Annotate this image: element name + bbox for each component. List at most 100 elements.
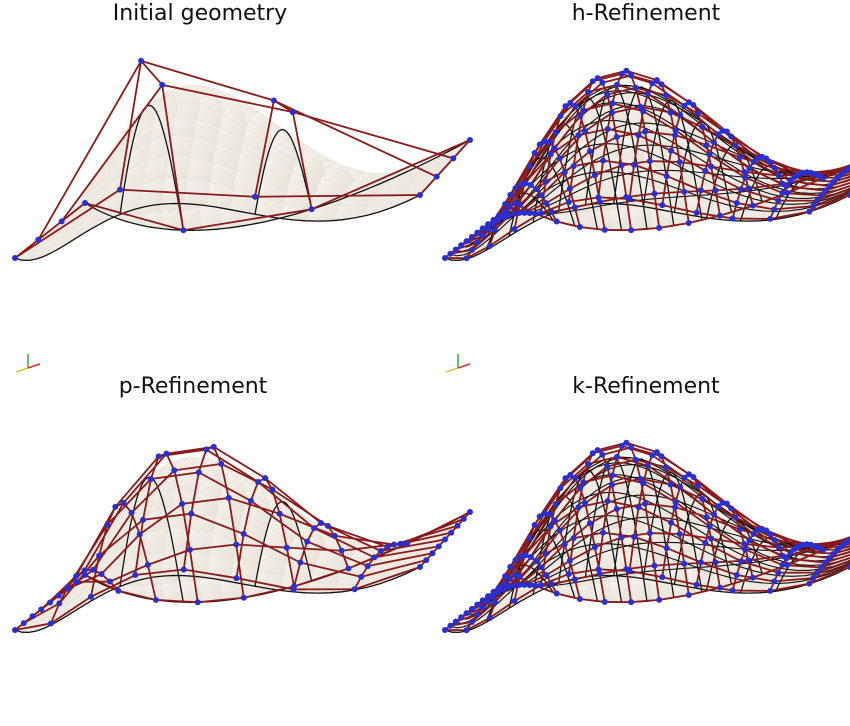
control-point bbox=[453, 619, 459, 625]
control-point bbox=[527, 535, 533, 541]
control-point bbox=[156, 453, 162, 459]
control-point bbox=[450, 155, 456, 161]
control-point bbox=[642, 501, 648, 507]
control-point bbox=[233, 542, 239, 548]
control-point bbox=[562, 103, 568, 109]
control-point bbox=[663, 92, 669, 98]
control-point bbox=[595, 447, 601, 453]
control-point bbox=[547, 139, 553, 145]
control-point bbox=[659, 202, 665, 208]
control-point bbox=[59, 218, 65, 224]
control-point bbox=[656, 225, 662, 231]
control-point bbox=[311, 525, 317, 531]
control-point bbox=[668, 110, 674, 116]
control-point bbox=[658, 453, 664, 459]
axes-icon bbox=[446, 354, 470, 372]
control-point bbox=[651, 563, 657, 569]
control-point bbox=[325, 523, 331, 529]
control-point bbox=[814, 570, 820, 576]
control-point bbox=[627, 568, 633, 574]
control-point bbox=[609, 482, 615, 488]
control-point bbox=[575, 132, 581, 138]
control-point bbox=[647, 158, 653, 164]
panel-title: h-Refinement bbox=[572, 1, 721, 26]
control-point bbox=[677, 531, 683, 537]
control-point bbox=[681, 189, 687, 195]
control-point bbox=[814, 198, 820, 204]
control-point bbox=[645, 463, 651, 469]
control-point bbox=[580, 107, 586, 113]
control-point bbox=[485, 227, 491, 233]
control-point bbox=[497, 585, 503, 591]
control-point bbox=[746, 165, 752, 171]
control-point bbox=[528, 554, 534, 560]
control-point bbox=[378, 548, 384, 554]
axis-z bbox=[446, 368, 458, 372]
control-point bbox=[211, 444, 217, 450]
control-point bbox=[741, 169, 747, 175]
control-point bbox=[492, 599, 498, 605]
control-point bbox=[702, 168, 708, 174]
control-point bbox=[171, 467, 177, 473]
control-point bbox=[30, 613, 36, 619]
control-point bbox=[699, 124, 705, 130]
control-point bbox=[631, 534, 637, 540]
control-point bbox=[733, 142, 739, 148]
control-point bbox=[595, 194, 601, 200]
control-point bbox=[35, 237, 41, 243]
control-point bbox=[96, 553, 102, 559]
control-point bbox=[112, 504, 118, 510]
control-point bbox=[806, 581, 812, 587]
control-point bbox=[65, 584, 71, 590]
figure: Initial geometry h-Refinement p-Refineme… bbox=[0, 0, 850, 726]
control-point bbox=[120, 500, 126, 506]
control-point bbox=[469, 619, 475, 625]
control-point bbox=[698, 187, 704, 193]
control-point bbox=[533, 186, 539, 192]
control-point bbox=[552, 145, 558, 151]
surface-view bbox=[12, 444, 473, 726]
control-point bbox=[681, 561, 687, 567]
control-point bbox=[318, 520, 324, 526]
control-point bbox=[708, 163, 714, 169]
control-point bbox=[430, 550, 436, 556]
control-point bbox=[511, 598, 517, 604]
control-point bbox=[627, 196, 633, 202]
control-point bbox=[734, 572, 740, 578]
control-point bbox=[241, 531, 247, 537]
control-point bbox=[572, 576, 578, 582]
control-point bbox=[533, 558, 539, 564]
control-point bbox=[532, 211, 538, 217]
control-point bbox=[734, 200, 740, 206]
control-point bbox=[490, 222, 496, 228]
control-point bbox=[485, 599, 491, 605]
control-point bbox=[88, 594, 94, 600]
control-point bbox=[783, 183, 789, 189]
control-point bbox=[527, 210, 533, 216]
control-point bbox=[98, 571, 104, 577]
control-point bbox=[717, 585, 723, 591]
control-point bbox=[658, 81, 664, 87]
control-point bbox=[614, 134, 620, 140]
control-point bbox=[704, 142, 710, 148]
control-point bbox=[609, 100, 615, 106]
control-point bbox=[623, 68, 629, 74]
control-point bbox=[664, 173, 670, 179]
control-point bbox=[196, 469, 202, 475]
control-point bbox=[448, 530, 454, 536]
control-point bbox=[567, 186, 573, 192]
control-point bbox=[434, 174, 440, 180]
control-point bbox=[577, 113, 583, 119]
control-point bbox=[304, 539, 310, 545]
control-point bbox=[779, 562, 785, 568]
control-point bbox=[604, 92, 610, 98]
control-point bbox=[609, 110, 615, 116]
control-point bbox=[479, 233, 485, 239]
control-point bbox=[772, 537, 778, 543]
control-point bbox=[516, 210, 522, 216]
control-point bbox=[474, 239, 480, 245]
control-point bbox=[517, 574, 523, 580]
control-point bbox=[602, 599, 608, 605]
control-point bbox=[458, 242, 464, 248]
control-point bbox=[651, 191, 657, 197]
